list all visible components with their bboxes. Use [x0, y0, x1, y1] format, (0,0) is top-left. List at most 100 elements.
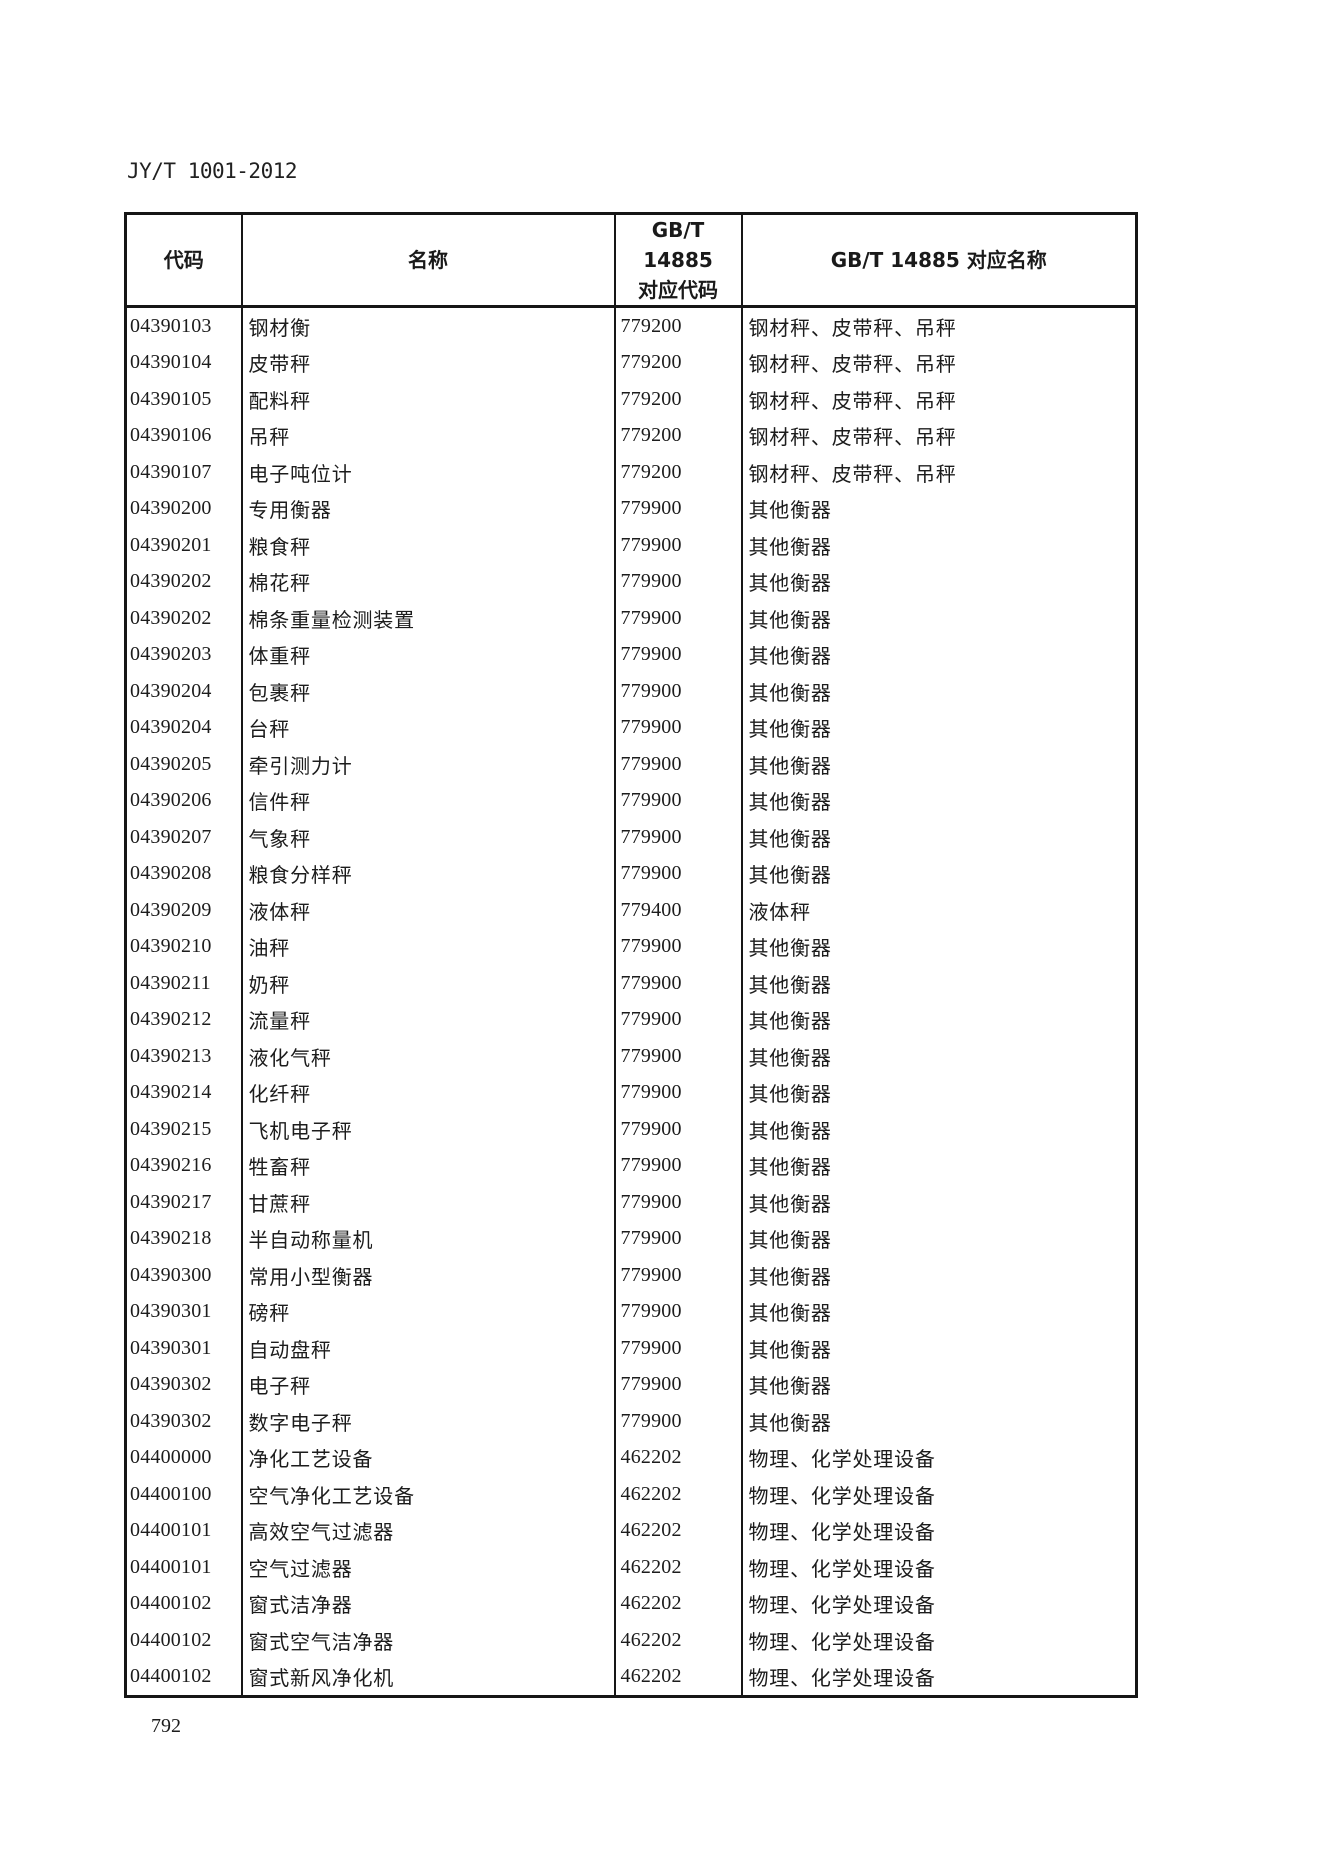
cell-gbt-code: 462202	[613, 1622, 743, 1659]
cell-gbt-name: 其他衡器	[740, 490, 1138, 527]
table-row: 04390217 甘蔗秤 779900 其他衡器	[124, 1184, 1138, 1221]
column-header-code-label: 代码	[163, 248, 204, 272]
cell-code: 04390202	[124, 600, 243, 637]
cell-code: 04390302	[124, 1366, 243, 1403]
cell-code: 04390217	[124, 1184, 243, 1221]
cell-name: 净化工艺设备	[240, 1439, 616, 1476]
cell-gbt-name: 其他衡器	[740, 1001, 1138, 1038]
cell-code: 04390213	[124, 1038, 243, 1075]
table-row: 04390204 台秤 779900 其他衡器	[124, 709, 1138, 746]
cell-gbt-name: 液体秤	[740, 892, 1138, 929]
table-row: 04390209 液体秤 779400 液体秤	[124, 892, 1138, 929]
cell-code: 04390200	[124, 490, 243, 527]
cell-name: 空气净化工艺设备	[240, 1476, 616, 1513]
table-row: 04390200 专用衡器 779900 其他衡器	[124, 490, 1138, 527]
cell-gbt-name: 其他衡器	[740, 1330, 1138, 1367]
table-body: 04390103 钢材衡 779200 钢材秤、皮带秤、吊秤 04390104 皮带秤 77…	[124, 306, 1138, 1697]
cell-code: 04390216	[124, 1147, 243, 1184]
column-header-name: 名称	[240, 213, 616, 308]
table-row: 04400000 净化工艺设备 462202 物理、化学处理设备	[124, 1439, 1138, 1476]
cell-gbt-name: 其他衡器	[740, 1074, 1138, 1111]
table-row: 04390206 信件秤 779900 其他衡器	[124, 782, 1138, 819]
cell-name: 棉条重量检测装置	[240, 600, 616, 637]
cell-name: 奶秤	[240, 965, 616, 1002]
cell-name: 化纤秤	[240, 1074, 616, 1111]
cell-gbt-code: 779200	[613, 454, 743, 491]
cell-gbt-code: 779900	[613, 1001, 743, 1038]
cell-name: 空气过滤器	[240, 1549, 616, 1586]
cell-code: 04390210	[124, 928, 243, 965]
cell-name: 油秤	[240, 928, 616, 965]
cell-gbt-code: 779900	[613, 1184, 743, 1221]
table-row: 04400101 空气过滤器 462202 物理、化学处理设备	[124, 1549, 1138, 1586]
cell-gbt-code: 462202	[613, 1585, 743, 1622]
cell-name: 皮带秤	[240, 344, 616, 381]
cell-gbt-name: 其他衡器	[740, 600, 1138, 637]
cell-code: 04390209	[124, 892, 243, 929]
table-row: 04390208 粮食分样秤 779900 其他衡器	[124, 855, 1138, 892]
cell-name: 牲畜秤	[240, 1147, 616, 1184]
cell-code: 04400102	[124, 1622, 243, 1659]
document-code: JY/T 1001-2012	[127, 159, 298, 183]
cell-gbt-name: 其他衡器	[740, 673, 1138, 710]
table-row: 04390211 奶秤 779900 其他衡器	[124, 965, 1138, 1002]
cell-code: 04390205	[124, 746, 243, 783]
table-row: 04390218 半自动称量机 779900 其他衡器	[124, 1220, 1138, 1257]
table-row: 04390302 数字电子秤 779900 其他衡器	[124, 1403, 1138, 1440]
table-row: 04390214 化纤秤 779900 其他衡器	[124, 1074, 1138, 1111]
cell-gbt-code: 462202	[613, 1439, 743, 1476]
cell-code: 04390301	[124, 1293, 243, 1330]
column-header-name-label: 名称	[408, 248, 448, 272]
cell-gbt-name: 其他衡器	[740, 1038, 1138, 1075]
cell-name: 信件秤	[240, 782, 616, 819]
cell-gbt-name: 其他衡器	[740, 819, 1138, 856]
cell-code: 04390301	[124, 1330, 243, 1367]
cell-name: 数字电子秤	[240, 1403, 616, 1440]
cell-gbt-name: 其他衡器	[740, 746, 1138, 783]
mapping-table: 代码 名称 GB/T 14885 对应代码 GB/T 14885 对应名称 04…	[124, 212, 1138, 1698]
cell-gbt-name: 钢材秤、皮带秤、吊秤	[740, 381, 1138, 418]
cell-gbt-name: 物理、化学处理设备	[740, 1622, 1138, 1659]
cell-gbt-name: 其他衡器	[740, 1111, 1138, 1148]
cell-gbt-name: 其他衡器	[740, 709, 1138, 746]
cell-gbt-name: 其他衡器	[740, 1184, 1138, 1221]
table-row: 04390204 包裹秤 779900 其他衡器	[124, 673, 1138, 710]
cell-code: 04390206	[124, 782, 243, 819]
cell-code: 04390104	[124, 344, 243, 381]
cell-gbt-name: 其他衡器	[740, 782, 1138, 819]
cell-code: 04400102	[124, 1585, 243, 1622]
cell-gbt-code: 779900	[613, 965, 743, 1002]
cell-name: 专用衡器	[240, 490, 616, 527]
cell-gbt-name: 其他衡器	[740, 1366, 1138, 1403]
cell-gbt-code: 779200	[613, 381, 743, 418]
cell-gbt-name: 物理、化学处理设备	[740, 1549, 1138, 1586]
cell-gbt-name: 物理、化学处理设备	[740, 1476, 1138, 1513]
table-row: 04390301 自动盘秤 779900 其他衡器	[124, 1330, 1138, 1367]
cell-name: 台秤	[240, 709, 616, 746]
cell-name: 电子吨位计	[240, 454, 616, 491]
cell-gbt-code: 779400	[613, 892, 743, 929]
table-row: 04390213 液化气秤 779900 其他衡器	[124, 1038, 1138, 1075]
cell-gbt-name: 其他衡器	[740, 1293, 1138, 1330]
cell-gbt-code: 779900	[613, 1220, 743, 1257]
table-row: 04390104 皮带秤 779200 钢材秤、皮带秤、吊秤	[124, 344, 1138, 381]
cell-name: 钢材衡	[240, 306, 616, 345]
cell-code: 04390302	[124, 1403, 243, 1440]
cell-code: 04390107	[124, 454, 243, 491]
cell-name: 自动盘秤	[240, 1330, 616, 1367]
table-row: 04390216 牲畜秤 779900 其他衡器	[124, 1147, 1138, 1184]
table-row: 04390300 常用小型衡器 779900 其他衡器	[124, 1257, 1138, 1294]
cell-gbt-code: 779900	[613, 600, 743, 637]
table-row: 04390201 粮食秤 779900 其他衡器	[124, 527, 1138, 564]
cell-name: 电子秤	[240, 1366, 616, 1403]
cell-gbt-code: 779200	[613, 417, 743, 454]
column-header-gbt-code-line2: 对应代码	[638, 278, 718, 302]
table-row: 04390203 体重秤 779900 其他衡器	[124, 636, 1138, 673]
cell-gbt-name: 物理、化学处理设备	[740, 1439, 1138, 1476]
cell-name: 体重秤	[240, 636, 616, 673]
table-row: 04390215 飞机电子秤 779900 其他衡器	[124, 1111, 1138, 1148]
cell-gbt-code: 779900	[613, 636, 743, 673]
cell-name: 液体秤	[240, 892, 616, 929]
cell-name: 粮食秤	[240, 527, 616, 564]
